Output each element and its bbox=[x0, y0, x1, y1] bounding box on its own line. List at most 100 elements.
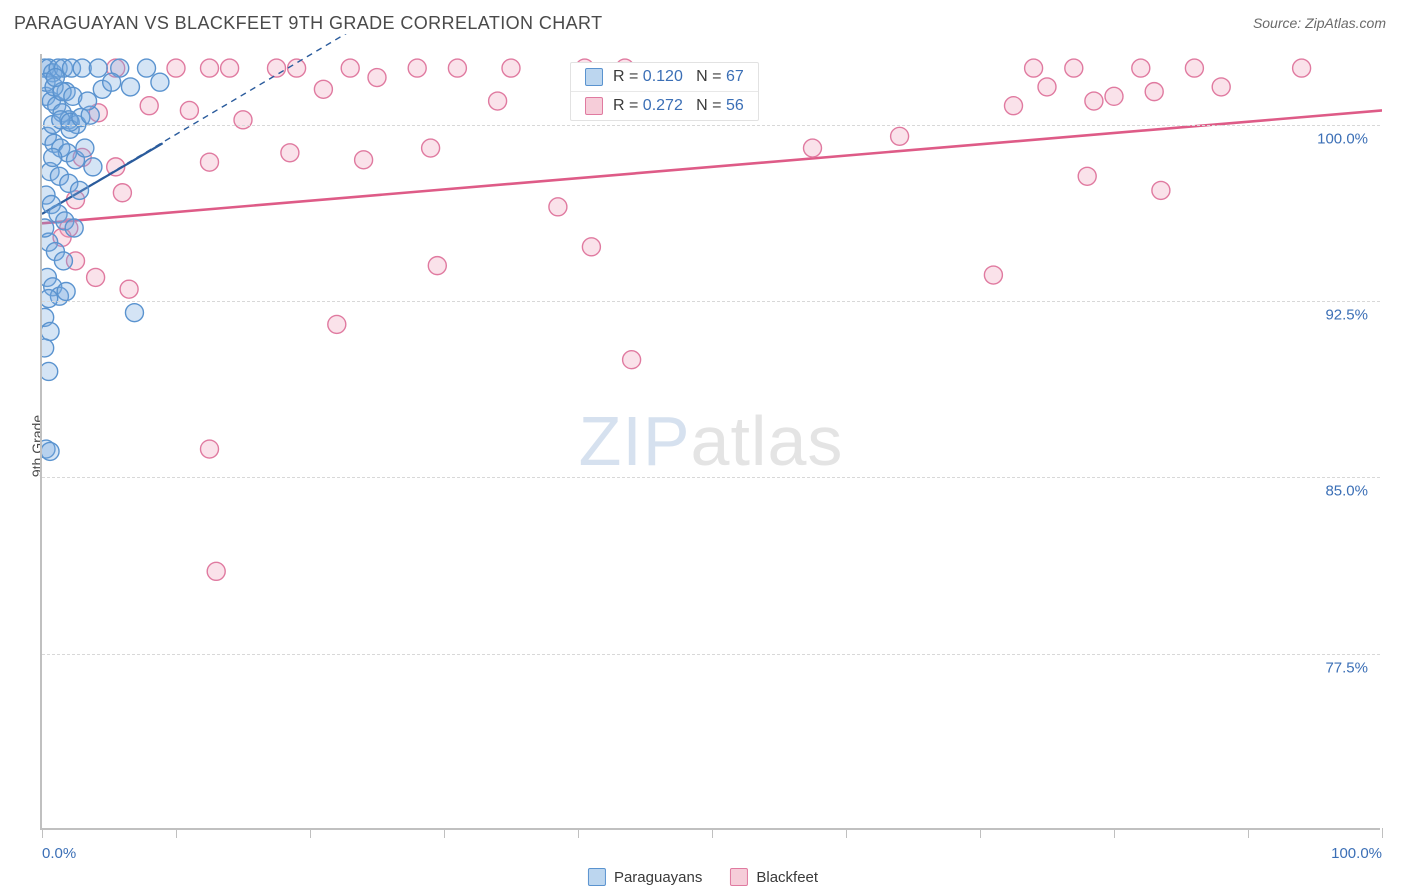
data-point-paraguayans bbox=[76, 139, 94, 157]
data-point-blackfeet bbox=[1132, 59, 1150, 77]
data-point-blackfeet bbox=[1038, 78, 1056, 96]
x-tick-label: 0.0% bbox=[42, 845, 76, 862]
data-point-blackfeet bbox=[1078, 167, 1096, 185]
x-tick bbox=[176, 828, 177, 838]
stats-row-paraguayans: R = 0.120 N = 67 bbox=[571, 63, 758, 92]
x-tick bbox=[1382, 828, 1383, 838]
gridline-h bbox=[42, 301, 1380, 302]
data-point-blackfeet bbox=[281, 144, 299, 162]
data-point-blackfeet bbox=[328, 315, 346, 333]
data-point-paraguayans bbox=[65, 219, 83, 237]
data-point-blackfeet bbox=[201, 59, 219, 77]
data-point-blackfeet bbox=[502, 59, 520, 77]
chart-title: PARAGUAYAN VS BLACKFEET 9TH GRADE CORREL… bbox=[14, 13, 603, 34]
data-point-blackfeet bbox=[234, 111, 252, 129]
data-point-paraguayans bbox=[138, 59, 156, 77]
data-point-blackfeet bbox=[113, 184, 131, 202]
plot-area: ZIPatlas R = 0.120 N = 67R = 0.272 N = 5… bbox=[40, 54, 1380, 830]
data-point-blackfeet bbox=[489, 92, 507, 110]
x-tick bbox=[846, 828, 847, 838]
data-point-paraguayans bbox=[40, 290, 58, 308]
data-point-blackfeet bbox=[268, 59, 286, 77]
data-point-blackfeet bbox=[1065, 59, 1083, 77]
data-point-blackfeet bbox=[891, 127, 909, 145]
data-point-blackfeet bbox=[180, 101, 198, 119]
y-tick-label: 77.5% bbox=[1325, 659, 1368, 676]
data-point-paraguayans bbox=[41, 442, 59, 460]
x-tick bbox=[42, 828, 43, 838]
data-point-paraguayans bbox=[89, 59, 107, 77]
y-tick-label: 85.0% bbox=[1325, 483, 1368, 500]
data-point-blackfeet bbox=[1293, 59, 1311, 77]
gridline-h bbox=[42, 125, 1380, 126]
data-point-paraguayans bbox=[44, 148, 62, 166]
legend-label-blackfeet: Blackfeet bbox=[756, 869, 818, 886]
data-point-paraguayans bbox=[36, 219, 54, 237]
data-point-blackfeet bbox=[368, 69, 386, 87]
data-point-blackfeet bbox=[288, 59, 306, 77]
data-point-blackfeet bbox=[201, 440, 219, 458]
data-point-blackfeet bbox=[120, 280, 138, 298]
data-point-blackfeet bbox=[140, 97, 158, 115]
data-point-paraguayans bbox=[84, 158, 102, 176]
gridline-h bbox=[42, 654, 1380, 655]
x-tick-label: 100.0% bbox=[1331, 845, 1382, 862]
data-point-blackfeet bbox=[422, 139, 440, 157]
data-point-blackfeet bbox=[221, 59, 239, 77]
data-point-blackfeet bbox=[582, 238, 600, 256]
stats-row-blackfeet: R = 0.272 N = 56 bbox=[571, 92, 758, 120]
data-point-blackfeet bbox=[1005, 97, 1023, 115]
data-point-blackfeet bbox=[984, 266, 1002, 284]
gridline-h bbox=[42, 477, 1380, 478]
stats-swatch-blackfeet bbox=[585, 97, 603, 115]
stats-legend-box: R = 0.120 N = 67 R = 0.272 N = 56 bbox=[570, 62, 759, 121]
legend-swatch-paraguayans bbox=[588, 868, 606, 886]
data-point-blackfeet bbox=[355, 151, 373, 169]
data-point-blackfeet bbox=[448, 59, 466, 77]
data-point-blackfeet bbox=[1145, 83, 1163, 101]
data-point-paraguayans bbox=[57, 283, 75, 301]
data-point-blackfeet bbox=[1152, 181, 1170, 199]
data-point-paraguayans bbox=[121, 78, 139, 96]
legend-item-blackfeet[interactable]: Blackfeet bbox=[730, 868, 818, 886]
data-point-blackfeet bbox=[1212, 78, 1230, 96]
data-point-paraguayans bbox=[41, 322, 59, 340]
legend-swatch-blackfeet bbox=[730, 868, 748, 886]
data-point-blackfeet bbox=[549, 198, 567, 216]
bottom-legend: Paraguayans Blackfeet bbox=[588, 868, 818, 886]
data-point-paraguayans bbox=[79, 92, 97, 110]
data-point-blackfeet bbox=[1025, 59, 1043, 77]
data-point-blackfeet bbox=[428, 257, 446, 275]
data-point-paraguayans bbox=[36, 339, 54, 357]
x-tick bbox=[980, 828, 981, 838]
data-point-paraguayans bbox=[151, 73, 169, 91]
y-tick-label: 100.0% bbox=[1317, 130, 1368, 147]
data-point-paraguayans bbox=[54, 252, 72, 270]
data-point-blackfeet bbox=[408, 59, 426, 77]
data-point-blackfeet bbox=[804, 139, 822, 157]
chart-header: PARAGUAYAN VS BLACKFEET 9TH GRADE CORREL… bbox=[0, 0, 1406, 46]
data-point-blackfeet bbox=[87, 268, 105, 286]
data-point-paraguayans bbox=[40, 362, 58, 380]
legend-label-paraguayans: Paraguayans bbox=[614, 869, 702, 886]
x-tick bbox=[444, 828, 445, 838]
x-tick bbox=[310, 828, 311, 838]
data-point-blackfeet bbox=[207, 562, 225, 580]
data-point-blackfeet bbox=[1105, 87, 1123, 105]
data-point-blackfeet bbox=[201, 153, 219, 171]
data-point-blackfeet bbox=[167, 59, 185, 77]
x-tick bbox=[712, 828, 713, 838]
data-point-paraguayans bbox=[125, 304, 143, 322]
chart-source: Source: ZipAtlas.com bbox=[1253, 15, 1386, 31]
data-point-blackfeet bbox=[623, 351, 641, 369]
legend-item-paraguayans[interactable]: Paraguayans bbox=[588, 868, 702, 886]
chart-svg bbox=[42, 54, 1380, 828]
x-tick bbox=[1114, 828, 1115, 838]
x-tick bbox=[1248, 828, 1249, 838]
stats-text-paraguayans: R = 0.120 N = 67 bbox=[613, 68, 744, 86]
y-tick-label: 92.5% bbox=[1325, 306, 1368, 323]
x-tick bbox=[578, 828, 579, 838]
stats-swatch-paraguayans bbox=[585, 68, 603, 86]
data-point-blackfeet bbox=[1185, 59, 1203, 77]
data-point-paraguayans bbox=[71, 181, 89, 199]
